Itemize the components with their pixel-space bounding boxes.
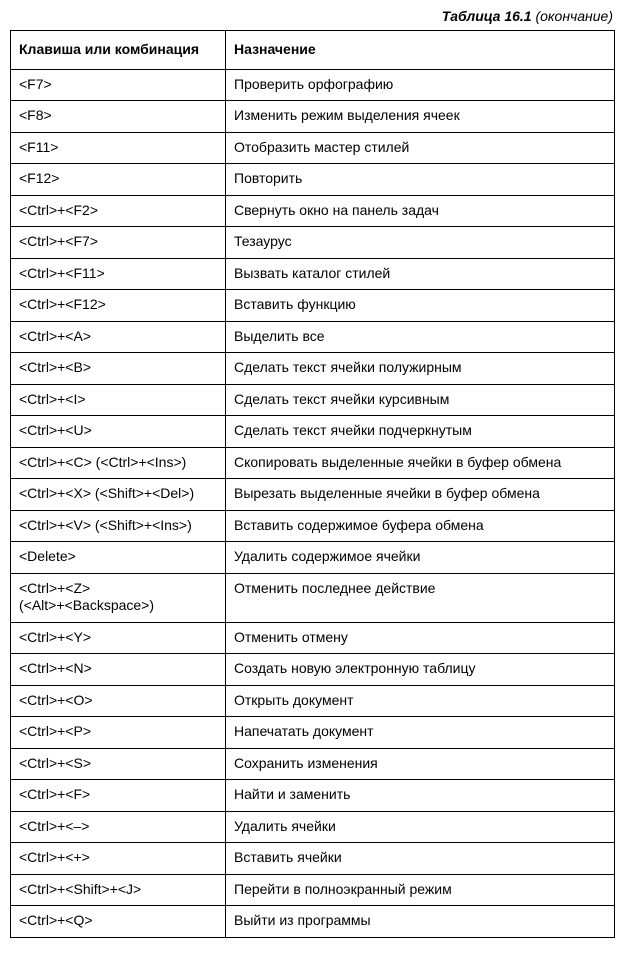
cell-desc: Удалить ячейки (226, 811, 615, 843)
cell-desc: Отменить последнее действие (226, 573, 615, 622)
cell-desc: Сделать текст ячейки полужирным (226, 353, 615, 385)
table-row: <F8>Изменить режим выделения ячеек (11, 101, 615, 133)
table-row: <Ctrl>+<C> (<Ctrl>+<Ins>)Скопировать выд… (11, 447, 615, 479)
cell-desc: Изменить режим выделения ячеек (226, 101, 615, 133)
cell-key: <Ctrl>+<N> (11, 654, 226, 686)
table-row: <Ctrl>+<F2>Свернуть окно на панель задач (11, 195, 615, 227)
shortcuts-table: Клавиша или комбинация Назначение <F7>Пр… (10, 30, 615, 938)
table-row: <F11>Отобразить мастер стилей (11, 132, 615, 164)
table-row: <Ctrl>+<F11>Вызвать каталог стилей (11, 258, 615, 290)
cell-key: <Ctrl>+<I> (11, 384, 226, 416)
cell-key: <Ctrl>+<X> (<Shift>+<Del>) (11, 479, 226, 511)
cell-desc: Выйти из программы (226, 906, 615, 938)
table-row: <Ctrl>+<I>Сделать текст ячейки курсивным (11, 384, 615, 416)
table-row: <Ctrl>+<X> (<Shift>+<Del>)Вырезать выдел… (11, 479, 615, 511)
cell-desc: Перейти в полноэкранный режим (226, 874, 615, 906)
cell-key: <Ctrl>+<+> (11, 843, 226, 875)
table-row: <Ctrl>+<F>Найти и заменить (11, 780, 615, 812)
col-header-key: Клавиша или комбинация (11, 31, 226, 70)
cell-desc: Отобразить мастер стилей (226, 132, 615, 164)
table-row: <Ctrl>+<V> (<Shift>+<Ins>)Вставить содер… (11, 510, 615, 542)
cell-desc: Отменить отмену (226, 622, 615, 654)
table-row: <Delete>Удалить содержимое ячейки (11, 542, 615, 574)
cell-key: <Ctrl>+<S> (11, 748, 226, 780)
table-row: <Ctrl>+<Z>(<Alt>+<Backspace>)Отменить по… (11, 573, 615, 622)
cell-desc: Скопировать выделенные ячейки в буфер об… (226, 447, 615, 479)
cell-desc: Сделать текст ячейки курсивным (226, 384, 615, 416)
table-header-row: Клавиша или комбинация Назначение (11, 31, 615, 70)
cell-desc: Вызвать каталог стилей (226, 258, 615, 290)
table-row: <Ctrl>+<U>Сделать текст ячейки подчеркну… (11, 416, 615, 448)
col-header-desc: Назначение (226, 31, 615, 70)
table-row: <Ctrl>+<B>Сделать текст ячейки полужирны… (11, 353, 615, 385)
table-row: <Ctrl>+<–>Удалить ячейки (11, 811, 615, 843)
cell-desc: Свернуть окно на панель задач (226, 195, 615, 227)
cell-desc: Вырезать выделенные ячейки в буфер обмен… (226, 479, 615, 511)
cell-desc: Вставить содержимое буфера обмена (226, 510, 615, 542)
table-row: <F7>Проверить орфографию (11, 69, 615, 101)
cell-key: <Ctrl>+<P> (11, 717, 226, 749)
cell-key: <Delete> (11, 542, 226, 574)
cell-key: <F12> (11, 164, 226, 196)
cell-desc: Вставить ячейки (226, 843, 615, 875)
cell-key: <Ctrl>+<F> (11, 780, 226, 812)
cell-desc: Удалить содержимое ячейки (226, 542, 615, 574)
cell-desc: Проверить орфографию (226, 69, 615, 101)
table-row: <Ctrl>+<P>Напечатать документ (11, 717, 615, 749)
cell-desc: Сохранить изменения (226, 748, 615, 780)
cell-key: <Ctrl>+<F12> (11, 290, 226, 322)
table-row: <Ctrl>+<Q>Выйти из программы (11, 906, 615, 938)
cell-key: <Ctrl>+<–> (11, 811, 226, 843)
cell-desc: Выделить все (226, 321, 615, 353)
cell-key: <Ctrl>+<C> (<Ctrl>+<Ins>) (11, 447, 226, 479)
table-caption-tail: (окончание) (532, 8, 613, 24)
cell-desc: Открыть документ (226, 685, 615, 717)
table-caption: Таблица 16.1 (окончание) (10, 8, 613, 24)
cell-desc: Повторить (226, 164, 615, 196)
cell-desc: Тезаурус (226, 227, 615, 259)
table-row: <Ctrl>+<N>Создать новую электронную табл… (11, 654, 615, 686)
cell-key: <Ctrl>+<A> (11, 321, 226, 353)
cell-desc: Напечатать документ (226, 717, 615, 749)
cell-desc: Вставить функцию (226, 290, 615, 322)
cell-key: <Ctrl>+<F7> (11, 227, 226, 259)
table-row: <F12>Повторить (11, 164, 615, 196)
cell-key: <F8> (11, 101, 226, 133)
table-body: <F7>Проверить орфографию<F8>Изменить реж… (11, 69, 615, 937)
table-caption-title: Таблица 16.1 (442, 8, 532, 24)
cell-key: <F11> (11, 132, 226, 164)
table-row: <Ctrl>+<+>Вставить ячейки (11, 843, 615, 875)
table-row: <Ctrl>+<F12>Вставить функцию (11, 290, 615, 322)
cell-key: <Ctrl>+<U> (11, 416, 226, 448)
cell-key: <F7> (11, 69, 226, 101)
cell-key: <Ctrl>+<V> (<Shift>+<Ins>) (11, 510, 226, 542)
table-row: <Ctrl>+<F7>Тезаурус (11, 227, 615, 259)
cell-key: <Ctrl>+<Shift>+<J> (11, 874, 226, 906)
table-row: <Ctrl>+<Y>Отменить отмену (11, 622, 615, 654)
cell-key: <Ctrl>+<F11> (11, 258, 226, 290)
cell-key: <Ctrl>+<B> (11, 353, 226, 385)
table-row: <Ctrl>+<S>Сохранить изменения (11, 748, 615, 780)
cell-key: <Ctrl>+<O> (11, 685, 226, 717)
cell-key: <Ctrl>+<Q> (11, 906, 226, 938)
table-row: <Ctrl>+<A>Выделить все (11, 321, 615, 353)
cell-desc: Создать новую электронную таблицу (226, 654, 615, 686)
table-row: <Ctrl>+<O>Открыть документ (11, 685, 615, 717)
cell-key: <Ctrl>+<F2> (11, 195, 226, 227)
cell-desc: Найти и заменить (226, 780, 615, 812)
cell-key: <Ctrl>+<Z>(<Alt>+<Backspace>) (11, 573, 226, 622)
cell-key: <Ctrl>+<Y> (11, 622, 226, 654)
table-row: <Ctrl>+<Shift>+<J>Перейти в полноэкранны… (11, 874, 615, 906)
cell-desc: Сделать текст ячейки подчеркнутым (226, 416, 615, 448)
